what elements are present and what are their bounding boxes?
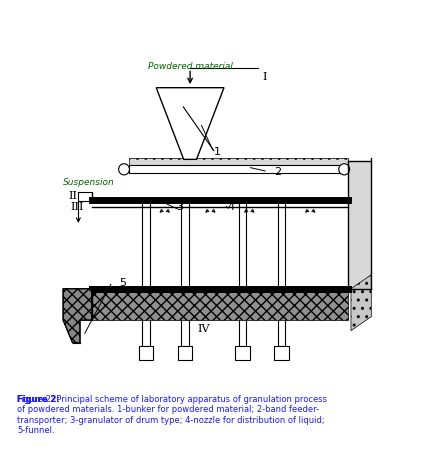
Text: IV: IV	[198, 324, 210, 334]
Bar	[178, 346, 192, 360]
Bar	[181, 200, 189, 346]
Text: Figure 2:: Figure 2:	[17, 395, 60, 404]
Circle shape	[118, 164, 129, 175]
Bar	[239, 200, 246, 346]
Text: 1: 1	[214, 148, 221, 158]
Text: 3: 3	[177, 202, 184, 212]
Text: 2: 2	[274, 167, 282, 177]
Bar	[236, 346, 250, 360]
Text: 4: 4	[227, 202, 234, 212]
Bar	[142, 200, 150, 346]
Bar	[274, 346, 289, 360]
Bar	[139, 346, 153, 360]
Circle shape	[339, 164, 350, 175]
Text: II: II	[69, 191, 78, 201]
Bar	[92, 289, 347, 320]
Text: 5: 5	[119, 278, 126, 288]
Text: Powdered material: Powdered material	[148, 62, 232, 71]
Bar	[278, 200, 285, 346]
Text: Figure 2:: Figure 2:	[17, 395, 60, 404]
Text: Figure 2: Principal scheme of laboratory apparatus of granulation process
of pow: Figure 2: Principal scheme of laboratory…	[17, 395, 327, 435]
Bar	[347, 161, 371, 289]
Polygon shape	[63, 289, 92, 343]
Text: I: I	[262, 72, 267, 82]
Bar	[129, 165, 347, 173]
Polygon shape	[156, 88, 224, 159]
Bar	[129, 158, 347, 171]
Text: Suspension: Suspension	[63, 178, 115, 187]
Polygon shape	[351, 275, 371, 331]
Text: III: III	[71, 202, 84, 212]
